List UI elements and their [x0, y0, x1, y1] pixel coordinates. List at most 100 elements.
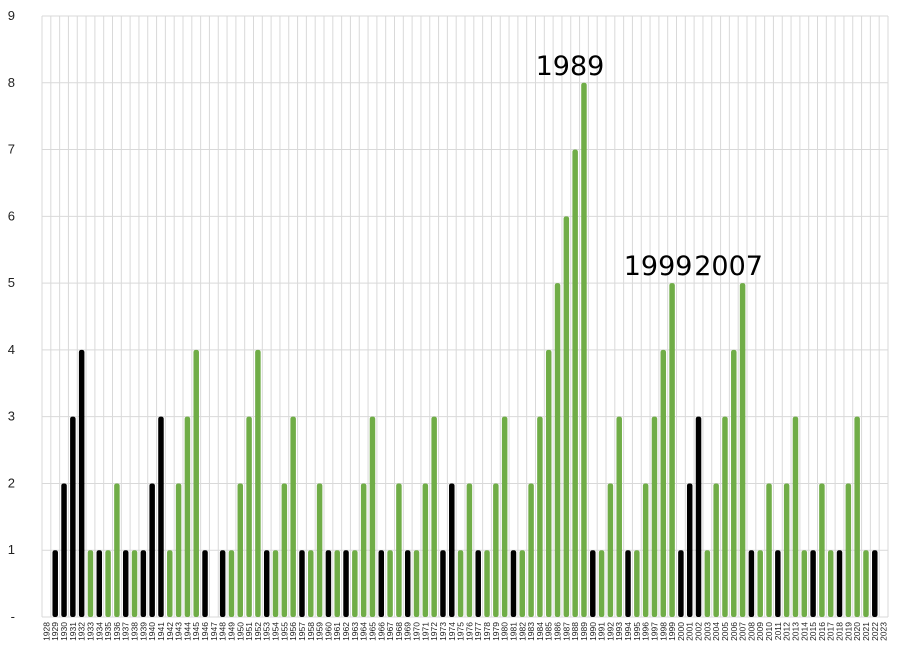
y-tick-label: 6 [8, 208, 15, 223]
bar [660, 349, 667, 617]
x-tick-label: 1947 [209, 622, 219, 641]
bar [149, 483, 155, 617]
x-tick-label: 2006 [729, 622, 739, 641]
annotation-label: 1989 [536, 51, 605, 82]
bar [70, 416, 76, 617]
bar [757, 550, 763, 617]
x-tick-label: 1950 [235, 622, 245, 641]
bar [819, 483, 825, 617]
x-tick-label: 1977 [473, 622, 483, 641]
x-tick-label: 1957 [297, 622, 307, 641]
bar [845, 483, 852, 617]
bar [167, 550, 173, 617]
x-tick-label: 1998 [658, 622, 668, 641]
x-tick-label: 1992 [605, 622, 615, 641]
bar [872, 550, 878, 617]
bar [308, 550, 314, 617]
x-tick-label: 1930 [59, 622, 69, 641]
x-tick-label: 1955 [279, 622, 289, 641]
x-tick-label: 2001 [685, 622, 695, 641]
x-tick-label: 1936 [112, 622, 122, 641]
bar [528, 483, 534, 617]
x-tick-label: 1997 [649, 622, 659, 641]
x-tick-label: 1999 [667, 622, 677, 641]
bar [325, 550, 332, 617]
bar [78, 349, 85, 617]
x-tick-label: 1975 [456, 622, 466, 641]
x-tick-label: 1985 [544, 622, 554, 641]
x-tick-label: 1972 [429, 622, 439, 641]
bar [484, 550, 490, 617]
bar [801, 550, 808, 617]
x-tick-label: 1948 [218, 622, 228, 641]
bar [537, 416, 543, 617]
gridlines [41, 15, 889, 618]
bar [510, 550, 517, 617]
bar [281, 483, 288, 617]
x-tick-label: 1995 [632, 622, 642, 641]
x-tick-label: 1978 [482, 622, 492, 641]
x-tick-label: 1963 [350, 622, 360, 641]
bar [554, 283, 561, 617]
y-tick-label: 8 [8, 75, 15, 90]
bar [131, 550, 138, 617]
x-tick-label: 1945 [191, 622, 201, 641]
bars [52, 82, 878, 618]
bar [193, 349, 199, 617]
bar [263, 550, 270, 617]
x-tick-label: 1988 [570, 622, 580, 641]
x-tick-label: 2017 [826, 622, 836, 641]
bar [334, 550, 340, 617]
x-tick-label: 1933 [85, 622, 95, 641]
x-tick-label: 1931 [68, 622, 78, 641]
bar [581, 82, 587, 618]
x-tick-label: 1984 [535, 622, 545, 641]
bar [678, 550, 684, 617]
bar [219, 550, 226, 617]
x-axis-ticks: 1928192919301931193219331934193519361937… [41, 622, 888, 641]
x-tick-label: 2023 [879, 622, 889, 641]
annotation-label: 1999 [624, 251, 693, 282]
bar [642, 483, 649, 617]
bar [387, 550, 393, 617]
bar [810, 550, 816, 617]
x-tick-label: 1993 [614, 622, 624, 641]
bar [61, 483, 67, 617]
bar [704, 550, 711, 617]
x-tick-label: 2012 [782, 622, 792, 641]
bar [122, 550, 129, 617]
bar [722, 416, 728, 617]
x-tick-label: 1949 [226, 622, 236, 641]
x-tick-label: 1939 [138, 622, 148, 641]
bar [669, 283, 675, 617]
bar [572, 149, 578, 618]
x-tick-label: 1932 [77, 622, 87, 641]
bar [255, 349, 261, 617]
x-tick-label: 1996 [641, 622, 651, 641]
bar [404, 550, 411, 617]
x-tick-label: 1964 [359, 622, 369, 641]
x-tick-label: 1962 [341, 622, 351, 641]
bar [748, 550, 755, 617]
x-tick-label: 2004 [711, 622, 721, 641]
bar [651, 416, 658, 617]
x-tick-label: 1969 [403, 622, 413, 641]
x-tick-label: 1951 [244, 622, 254, 641]
y-tick-label: 2 [8, 475, 15, 490]
bar [863, 550, 869, 617]
x-tick-label: 1935 [103, 622, 113, 641]
x-tick-label: 1960 [323, 622, 333, 641]
bar [246, 416, 252, 617]
bar [457, 550, 464, 617]
x-tick-label: 1989 [579, 622, 589, 641]
x-tick-label: 2016 [817, 622, 827, 641]
bar [87, 550, 94, 617]
bar [792, 416, 799, 617]
x-tick-label: 2011 [773, 622, 783, 641]
bar [607, 483, 614, 617]
bar [475, 550, 481, 617]
bar [625, 550, 631, 617]
x-tick-label: 1946 [200, 622, 210, 641]
x-tick-label: 1961 [332, 622, 342, 641]
x-tick-label: 1982 [517, 622, 527, 641]
